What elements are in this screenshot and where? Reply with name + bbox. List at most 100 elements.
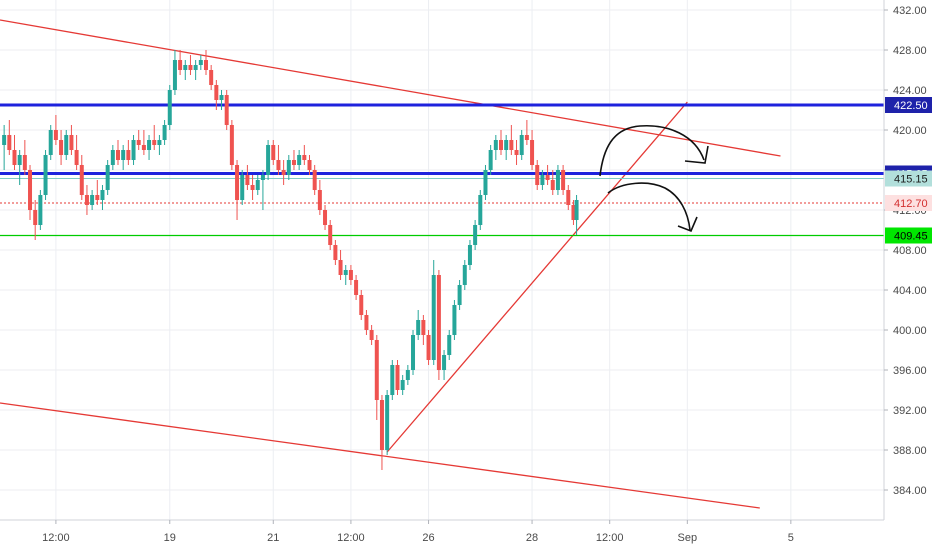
candle-body: [147, 140, 152, 150]
candle-body: [59, 140, 64, 155]
candle-body: [442, 355, 447, 370]
candle-body: [48, 130, 53, 155]
y-tick-label: 428.00: [893, 45, 927, 57]
candle-body: [524, 135, 529, 140]
candle-body: [17, 155, 22, 165]
price-tag-label: 412.70: [894, 198, 928, 210]
candle-body: [245, 175, 250, 185]
candle-body: [509, 140, 514, 150]
candle-body: [514, 150, 519, 155]
candle-body: [121, 150, 126, 160]
candle-body: [90, 195, 95, 205]
candle-body: [100, 190, 105, 200]
candle-body: [209, 70, 214, 85]
price-axis[interactable]: 432.00428.00424.00420.00416.00412.00408.…: [884, 5, 927, 497]
trend-line[interactable]: [0, 19, 781, 157]
candle-body: [38, 195, 43, 225]
candle-body: [214, 85, 219, 100]
trend-line[interactable]: [386, 101, 688, 453]
candle-body: [193, 65, 198, 70]
candle-body: [436, 275, 441, 370]
candle-body: [416, 320, 421, 335]
candle-body: [504, 140, 509, 150]
candle-body: [323, 210, 328, 225]
price-tag-label: 415.15: [894, 174, 928, 186]
candle-body: [172, 60, 177, 90]
upper-arrow-curve[interactable]: [599, 124, 705, 177]
candle-body: [110, 150, 115, 165]
trend-lines[interactable]: [0, 19, 781, 509]
candle-body: [69, 135, 74, 150]
candle-body: [338, 260, 343, 275]
candle-body: [33, 210, 38, 225]
y-tick-label: 388.00: [893, 445, 927, 457]
y-tick-label: 396.00: [893, 365, 927, 377]
candle-body: [302, 155, 307, 160]
candle-body: [447, 335, 452, 355]
candle-body: [328, 225, 333, 245]
candle-body: [141, 145, 146, 150]
y-tick-label: 384.00: [893, 485, 927, 497]
x-tick-label: 26: [422, 532, 434, 544]
candle-body: [198, 60, 203, 65]
candle-body: [483, 170, 488, 195]
chart-grid: [0, 0, 884, 520]
price-tag-bg: [885, 227, 932, 244]
horizontal-levels[interactable]: [0, 103, 884, 237]
hand-drawn-arrows[interactable]: [599, 124, 709, 233]
x-tick-label: 19: [164, 532, 176, 544]
candle-body: [43, 155, 48, 195]
time-axis[interactable]: 12:00 19 21 12:00 26 28 12:00 Sep 5: [42, 520, 794, 544]
candle-body: [178, 60, 183, 70]
candle-body: [22, 155, 27, 170]
candle-body: [312, 170, 317, 190]
candle-body: [240, 175, 245, 200]
x-tick-label: 21: [267, 532, 279, 544]
y-tick-label: 400.00: [893, 325, 927, 337]
candle-body: [105, 165, 110, 190]
candle-body: [431, 275, 436, 360]
candle-body: [167, 90, 172, 125]
candle-body: [136, 140, 141, 145]
candle-body: [84, 195, 89, 205]
candle-body: [2, 135, 7, 145]
x-tick-label: 5: [788, 532, 794, 544]
trend-line[interactable]: [0, 402, 760, 509]
price-tag-label: 422.50: [894, 100, 928, 112]
x-tick-label: 12:00: [337, 532, 365, 544]
lower-arrow-curve[interactable]: [607, 182, 691, 231]
lower-arrow-head[interactable]: [677, 216, 698, 233]
candle-body: [390, 365, 395, 395]
candle-body: [566, 190, 571, 205]
candle-body: [297, 155, 302, 165]
candle-body: [307, 160, 312, 170]
candle-body: [462, 265, 467, 285]
candle-body: [28, 170, 33, 210]
candle-body: [286, 160, 291, 175]
candle-body: [561, 170, 566, 190]
candle-body: [571, 205, 576, 220]
x-tick-label: 12:00: [42, 532, 70, 544]
candle-body: [540, 175, 545, 185]
candle-body: [467, 245, 472, 265]
candle-body: [369, 330, 374, 340]
candle-body: [271, 145, 276, 160]
candle-body: [203, 60, 208, 70]
price-tag-bg: [885, 97, 932, 113]
candle-body: [452, 305, 457, 335]
candle-body: [421, 320, 426, 335]
candle-body: [116, 150, 121, 160]
candle-body: [359, 295, 364, 315]
candle-body: [64, 135, 69, 155]
candle-body: [291, 160, 296, 165]
upper-arrow-head[interactable]: [684, 145, 709, 164]
candle-body: [530, 140, 535, 165]
candle-body: [550, 180, 555, 190]
candle-body: [79, 165, 84, 195]
x-tick-label: 28: [526, 532, 538, 544]
candle-body: [229, 125, 234, 165]
candle-body: [12, 150, 17, 165]
candle-body: [260, 175, 265, 180]
price-tag-label: 409.45: [894, 231, 928, 243]
